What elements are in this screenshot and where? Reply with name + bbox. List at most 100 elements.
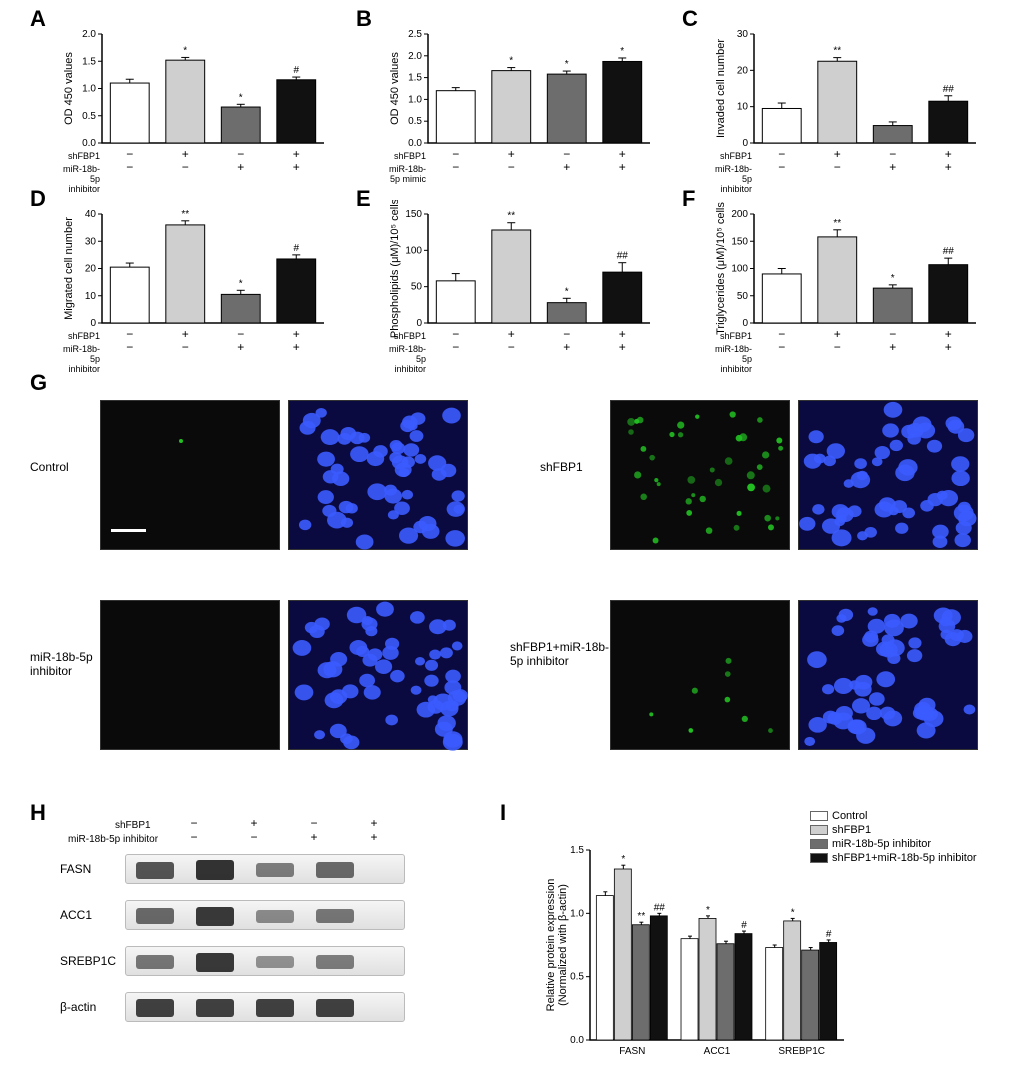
wb-row-label-inhibitor: miR-18b-5p inhibitor (68, 834, 158, 845)
svg-text:##: ## (617, 251, 629, 262)
micro-shfbp1-dapi (798, 400, 978, 550)
svg-text:0.5: 0.5 (570, 972, 584, 983)
svg-text:*: * (621, 854, 625, 865)
svg-text:0.0: 0.0 (408, 138, 422, 149)
svg-text:0.5: 0.5 (82, 111, 96, 122)
svg-text:150: 150 (731, 236, 748, 247)
svg-text:20: 20 (85, 264, 97, 275)
svg-text:**: ** (833, 46, 841, 57)
chart-f: 0 50 100 150 200 Triglycerides (μM)/10⁵ cells… (712, 200, 982, 365)
wb-row-label-shfbp1: shFBP1 (115, 820, 151, 831)
svg-text:0: 0 (90, 318, 96, 329)
chart-b: 0.00.51.01.52.02.5OD 450 values***shFBP1… (386, 20, 656, 185)
chart-c: 0102030Invaded cell number**##shFBP1−+−+… (712, 20, 982, 185)
panel-label-g: G (30, 370, 47, 396)
svg-text:0: 0 (742, 138, 748, 149)
svg-text:Migrated cell number: Migrated cell number (63, 217, 75, 320)
svg-text:1.5: 1.5 (570, 845, 584, 856)
svg-text:50: 50 (737, 291, 749, 302)
svg-text:200: 200 (731, 209, 748, 220)
micro-inhibitor-green (100, 600, 280, 750)
svg-text:*: * (239, 278, 243, 289)
svg-text:40: 40 (85, 209, 97, 220)
panel-g-region: Control shFBP1 miR-18b-5p inhibitor shFB… (30, 400, 990, 790)
panel-label-a: A (30, 6, 46, 32)
svg-text:#: # (293, 65, 299, 76)
panel-label-c: C (682, 6, 698, 32)
svg-text:#: # (293, 243, 299, 254)
svg-text:30: 30 (737, 29, 749, 40)
svg-text:50: 50 (411, 282, 423, 293)
svg-text:#: # (741, 920, 747, 931)
svg-text:*: * (791, 907, 795, 918)
micro-label-both: shFBP1+miR-18b-5p inhibitor (510, 640, 610, 668)
svg-text:1.0: 1.0 (82, 84, 96, 95)
svg-text:ACC1: ACC1 (704, 1046, 731, 1057)
svg-text:0: 0 (742, 318, 748, 329)
panel-label-f: F (682, 186, 695, 212)
svg-text:#: # (826, 929, 832, 940)
svg-text:0: 0 (416, 318, 422, 329)
panel-label-h: H (30, 800, 46, 826)
svg-text:100: 100 (405, 245, 422, 256)
micro-both-dapi (798, 600, 978, 750)
svg-text:*: * (565, 59, 569, 70)
svg-text:10: 10 (737, 102, 749, 113)
svg-text:Triglycerides (μM)/10⁵ cells: Triglycerides (μM)/10⁵ cells (715, 202, 727, 335)
svg-text:0.0: 0.0 (570, 1035, 584, 1046)
svg-text:Phospholipids (μM)/10⁵ cells: Phospholipids (μM)/10⁵ cells (389, 200, 401, 338)
svg-text:OD 450 values: OD 450 values (63, 52, 75, 125)
svg-text:20: 20 (737, 65, 749, 76)
micro-inhibitor-dapi (288, 600, 468, 750)
svg-text:**: ** (507, 211, 515, 222)
svg-text:10: 10 (85, 291, 97, 302)
svg-text:100: 100 (731, 264, 748, 275)
chart-i: 0.0 0.5 1.0 1.5 Relative protein expression(… (540, 840, 850, 1070)
panel-label-d: D (30, 186, 46, 212)
svg-text:Relative protein expression: Relative protein expression (545, 879, 557, 1012)
svg-text:*: * (891, 273, 895, 284)
panel-h-region: shFBP1 miR-18b-5p inhibitor −+−+−−++ FAS… (60, 820, 480, 1070)
panel-label-e: E (356, 186, 371, 212)
svg-text:0.0: 0.0 (82, 138, 96, 149)
svg-text:2.0: 2.0 (82, 29, 96, 40)
svg-text:##: ## (943, 84, 955, 95)
micro-label-inhibitor: miR-18b-5p inhibitor (30, 650, 100, 678)
svg-text:150: 150 (405, 209, 422, 220)
svg-text:1.0: 1.0 (570, 908, 584, 919)
svg-text:1.5: 1.5 (408, 73, 422, 84)
svg-text:30: 30 (85, 236, 97, 247)
svg-text:(Normalized with β-actin): (Normalized with β-actin) (557, 884, 569, 1006)
micro-label-control: Control (30, 460, 69, 474)
svg-text:##: ## (654, 902, 666, 913)
svg-text:*: * (620, 46, 624, 57)
svg-text:1.5: 1.5 (82, 56, 96, 67)
svg-text:Invaded cell number: Invaded cell number (715, 39, 727, 138)
svg-text:0.5: 0.5 (408, 116, 422, 127)
micro-both-green (610, 600, 790, 750)
svg-text:FASN: FASN (619, 1046, 645, 1057)
svg-text:*: * (509, 56, 513, 67)
micro-shfbp1-green (610, 400, 790, 550)
svg-text:**: ** (181, 209, 189, 220)
scalebar (111, 529, 146, 532)
svg-text:##: ## (943, 246, 955, 257)
figure-root: A B C D E F G H I 0.0 0.5 1.0 1.5 2.0 OD 450 … (0, 0, 1020, 1086)
svg-text:*: * (239, 92, 243, 103)
panel-label-i: I (500, 800, 506, 826)
micro-label-shfbp1: shFBP1 (540, 460, 583, 474)
svg-text:1.0: 1.0 (408, 94, 422, 105)
chart-d: 010203040Migrated cell number***#shFBP1−… (60, 200, 330, 365)
svg-text:**: ** (637, 911, 645, 922)
svg-text:**: ** (833, 218, 841, 229)
chart-a: 0.00.51.01.52.0OD 450 values**#shFBP1−+−… (60, 20, 330, 185)
svg-text:OD 450 values: OD 450 values (389, 52, 401, 125)
svg-text:2.5: 2.5 (408, 29, 422, 40)
svg-text:SREBP1C: SREBP1C (778, 1046, 825, 1057)
micro-control-dapi (288, 400, 468, 550)
chart-e: 050100150Phospholipids (μM)/10⁵ cells***… (386, 200, 656, 365)
svg-text:*: * (706, 905, 710, 916)
panel-label-b: B (356, 6, 372, 32)
svg-text:*: * (565, 286, 569, 297)
micro-control-green (100, 400, 280, 550)
